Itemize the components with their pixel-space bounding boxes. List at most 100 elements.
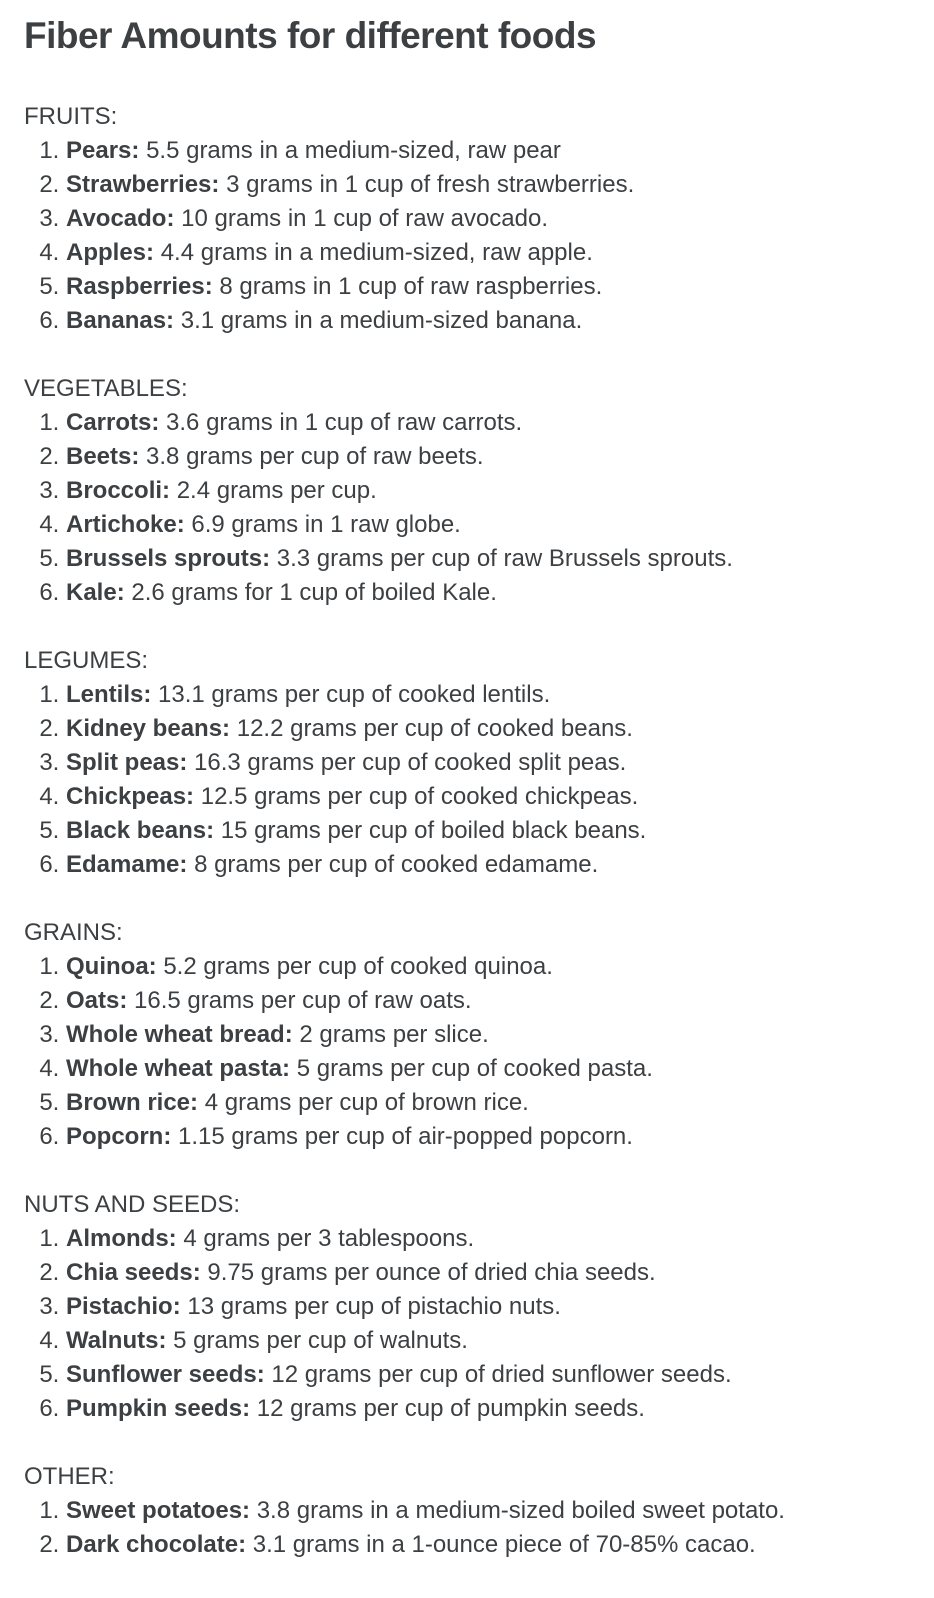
food-name: Brown rice:: [66, 1089, 199, 1117]
food-item: Black beans: 15 grams per cup of boiled …: [66, 814, 910, 848]
food-section: FRUITS: Pears: 5.5 grams in a medium-siz…: [24, 100, 910, 338]
food-name: Avocado:: [66, 205, 175, 233]
food-name: Artichoke:: [66, 511, 185, 539]
food-name: Apples:: [66, 239, 155, 267]
food-item: Sunflower seeds: 12 grams per cup of dri…: [66, 1358, 910, 1392]
food-name: Walnuts:: [66, 1327, 167, 1355]
food-detail: 3.1 grams in a 1-ounce piece of 70-85% c…: [252, 1531, 756, 1559]
food-name: Dark chocolate:: [66, 1531, 247, 1559]
food-name: Chia seeds:: [66, 1259, 201, 1287]
food-detail: 5.5 grams in a medium-sized, raw pear: [146, 137, 561, 165]
food-name: Split peas:: [66, 749, 188, 777]
food-list: Almonds: 4 grams per 3 tablespoons. Chia…: [24, 1222, 910, 1426]
food-name: Quinoa:: [66, 953, 157, 981]
food-detail: 2.6 grams for 1 cup of boiled Kale.: [131, 579, 497, 607]
food-name: Edamame:: [66, 851, 188, 879]
food-item: Quinoa: 5.2 grams per cup of cooked quin…: [66, 950, 910, 984]
food-detail: 3.1 grams in a medium-sized banana.: [180, 307, 583, 335]
food-detail: 2.4 grams per cup.: [176, 477, 377, 505]
food-item: Almonds: 4 grams per 3 tablespoons.: [66, 1222, 910, 1256]
food-item: Pistachio: 13 grams per cup of pistachio…: [66, 1290, 910, 1324]
food-item: Artichoke: 6.9 grams in 1 raw globe.: [66, 508, 910, 542]
food-name: Kidney beans:: [66, 715, 231, 743]
food-name: Chickpeas:: [66, 783, 195, 811]
section-heading: NUTS AND SEEDS:: [24, 1191, 241, 1219]
food-detail: 5 grams per cup of walnuts.: [173, 1327, 468, 1355]
food-detail: 3.8 grams in a medium-sized boiled sweet…: [256, 1497, 785, 1525]
food-name: Whole wheat bread:: [66, 1021, 293, 1049]
food-section: OTHER: Sweet potatoes: 3.8 grams in a me…: [24, 1460, 910, 1562]
food-name: Brussels sprouts:: [66, 545, 271, 573]
food-item: Dark chocolate: 3.1 grams in a 1-ounce p…: [66, 1528, 910, 1562]
food-detail: 10 grams in 1 cup of raw avocado.: [181, 205, 549, 233]
food-name: Raspberries:: [66, 273, 213, 301]
food-detail: 4.4 grams in a medium-sized, raw apple.: [160, 239, 593, 267]
food-detail: 5 grams per cup of cooked pasta.: [296, 1055, 653, 1083]
food-section: LEGUMES: Lentils: 13.1 grams per cup of …: [24, 644, 910, 882]
food-list: Lentils: 13.1 grams per cup of cooked le…: [24, 678, 910, 882]
food-detail: 15 grams per cup of boiled black beans.: [220, 817, 647, 845]
food-detail: 5.2 grams per cup of cooked quinoa.: [163, 953, 553, 981]
sections-container: FRUITS: Pears: 5.5 grams in a medium-siz…: [24, 100, 910, 1562]
food-detail: 8 grams in 1 cup of raw raspberries.: [219, 273, 603, 301]
food-item: Broccoli: 2.4 grams per cup.: [66, 474, 910, 508]
food-detail: 8 grams per cup of cooked edamame.: [194, 851, 599, 879]
food-detail: 12.2 grams per cup of cooked beans.: [236, 715, 633, 743]
food-item: Lentils: 13.1 grams per cup of cooked le…: [66, 678, 910, 712]
food-detail: 1.15 grams per cup of air-popped popcorn…: [178, 1123, 633, 1151]
food-item: Kale: 2.6 grams for 1 cup of boiled Kale…: [66, 576, 910, 610]
food-item: Apples: 4.4 grams in a medium-sized, raw…: [66, 236, 910, 270]
food-name: Bananas:: [66, 307, 175, 335]
food-detail: 4 grams per 3 tablespoons.: [183, 1225, 475, 1253]
food-item: Beets: 3.8 grams per cup of raw beets.: [66, 440, 910, 474]
section-heading: OTHER:: [24, 1463, 115, 1491]
food-name: Lentils:: [66, 681, 152, 709]
food-name: Broccoli:: [66, 477, 171, 505]
food-detail: 16.5 grams per cup of raw oats.: [134, 987, 472, 1015]
food-list: Carrots: 3.6 grams in 1 cup of raw carro…: [24, 406, 910, 610]
food-item: Whole wheat pasta: 5 grams per cup of co…: [66, 1052, 910, 1086]
food-detail: 3.6 grams in 1 cup of raw carrots.: [166, 409, 523, 437]
food-item: Strawberries: 3 grams in 1 cup of fresh …: [66, 168, 910, 202]
food-name: Kale:: [66, 579, 125, 607]
food-list: Sweet potatoes: 3.8 grams in a medium-si…: [24, 1494, 910, 1562]
food-name: Sunflower seeds:: [66, 1361, 265, 1389]
food-item: Pumpkin seeds: 12 grams per cup of pumpk…: [66, 1392, 910, 1426]
section-heading: FRUITS:: [24, 103, 118, 131]
food-name: Pears:: [66, 137, 140, 165]
section-heading: LEGUMES:: [24, 647, 149, 675]
food-name: Almonds:: [66, 1225, 177, 1253]
food-item: Oats: 16.5 grams per cup of raw oats.: [66, 984, 910, 1018]
food-name: Whole wheat pasta:: [66, 1055, 291, 1083]
food-detail: 3.3 grams per cup of raw Brussels sprout…: [276, 545, 733, 573]
food-detail: 6.9 grams in 1 raw globe.: [191, 511, 461, 539]
food-item: Carrots: 3.6 grams in 1 cup of raw carro…: [66, 406, 910, 440]
food-item: Avocado: 10 grams in 1 cup of raw avocad…: [66, 202, 910, 236]
food-detail: 12 grams per cup of pumpkin seeds.: [256, 1395, 645, 1423]
food-detail: 12.5 grams per cup of cooked chickpeas.: [200, 783, 639, 811]
food-name: Popcorn:: [66, 1123, 172, 1151]
food-section: GRAINS: Quinoa: 5.2 grams per cup of coo…: [24, 916, 910, 1154]
food-name: Pumpkin seeds:: [66, 1395, 251, 1423]
food-detail: 16.3 grams per cup of cooked split peas.: [194, 749, 627, 777]
food-section: VEGETABLES: Carrots: 3.6 grams in 1 cup …: [24, 372, 910, 610]
food-detail: 12 grams per cup of dried sunflower seed…: [271, 1361, 732, 1389]
food-item: Brown rice: 4 grams per cup of brown ric…: [66, 1086, 910, 1120]
food-list: Quinoa: 5.2 grams per cup of cooked quin…: [24, 950, 910, 1154]
food-name: Sweet potatoes:: [66, 1497, 251, 1525]
page-title: Fiber Amounts for different foods: [24, 15, 597, 56]
food-detail: 13.1 grams per cup of cooked lentils.: [158, 681, 551, 709]
food-detail: 9.75 grams per ounce of dried chia seeds…: [207, 1259, 656, 1287]
food-item: Brussels sprouts: 3.3 grams per cup of r…: [66, 542, 910, 576]
food-item: Whole wheat bread: 2 grams per slice.: [66, 1018, 910, 1052]
food-name: Pistachio:: [66, 1293, 181, 1321]
food-item: Walnuts: 5 grams per cup of walnuts.: [66, 1324, 910, 1358]
food-detail: 13 grams per cup of pistachio nuts.: [187, 1293, 561, 1321]
food-detail: 4 grams per cup of brown rice.: [204, 1089, 529, 1117]
food-detail: 3.8 grams per cup of raw beets.: [146, 443, 484, 471]
food-list: Pears: 5.5 grams in a medium-sized, raw …: [24, 134, 910, 338]
food-name: Carrots:: [66, 409, 160, 437]
section-heading: GRAINS:: [24, 919, 123, 947]
food-item: Sweet potatoes: 3.8 grams in a medium-si…: [66, 1494, 910, 1528]
